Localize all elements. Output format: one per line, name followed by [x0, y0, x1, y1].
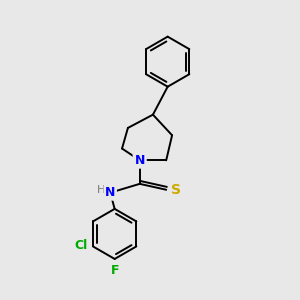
Text: N: N — [134, 154, 145, 167]
Text: S: S — [172, 183, 182, 197]
Text: H: H — [97, 185, 105, 195]
Text: Cl: Cl — [74, 239, 88, 252]
Text: F: F — [110, 264, 119, 277]
Text: N: N — [105, 186, 116, 199]
